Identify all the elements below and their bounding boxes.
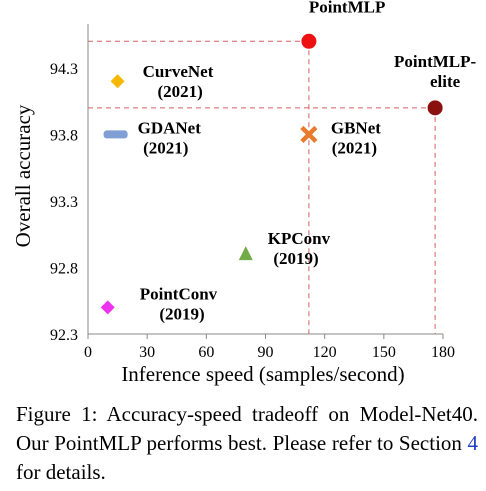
- curvenet-label: CurveNet: [143, 62, 214, 81]
- kpconv-label: KPConv: [268, 229, 331, 248]
- pointmlp-label: PointMLP-: [394, 52, 476, 71]
- gdanet-label: GDANet: [138, 118, 202, 137]
- gdanet-marker: [103, 130, 128, 139]
- x-tick-label: 150: [372, 344, 396, 361]
- x-tick-label: 30: [139, 344, 155, 361]
- y-tick-label: 92.3: [50, 327, 78, 344]
- caption-section-link[interactable]: 4: [467, 431, 479, 455]
- pointconv-year-label: (2019): [159, 304, 204, 323]
- kpconv-marker: [238, 246, 253, 261]
- gbnet-year-label: (2021): [332, 138, 377, 157]
- pointconv-marker: [100, 300, 115, 315]
- y-tick-label: 93.8: [50, 127, 78, 144]
- y-tick-label: 92.8: [50, 260, 78, 277]
- figure-caption: Figure 1: Accuracy-speed tradeoff on Mod…: [16, 400, 478, 487]
- axes: [87, 24, 444, 339]
- pointmlp-marker: [301, 33, 317, 49]
- x-tick-label: 0: [84, 344, 92, 361]
- x-tick-label: 120: [313, 344, 337, 361]
- point-labels: PointMLPPointMLP-eliteCurveNet(2021)GDAN…: [138, 0, 477, 323]
- x-tick-label: 90: [258, 344, 274, 361]
- x-tick-label: 60: [198, 344, 214, 361]
- pointmlp-label-line2: elite: [430, 72, 461, 91]
- tick-labels: 0 30 60 90 120 150 180 92.3 92.8 93.3 93.8 94.3: [50, 61, 455, 361]
- kpconv-year-label: (2019): [273, 249, 318, 268]
- curvenet-year-label: (2021): [158, 82, 203, 101]
- guide-lines: [88, 40, 436, 334]
- y-tick-label: 94.3: [50, 61, 78, 78]
- pointconv-label: PointConv: [140, 284, 218, 303]
- y-tick-label: 93.3: [50, 194, 78, 211]
- caption-text-after: for details.: [16, 460, 106, 484]
- pointmlp-marker: [427, 100, 443, 116]
- x-axis-label: Inference speed (samples/second): [121, 362, 404, 386]
- y-axis-label: Overall accuracy: [11, 104, 35, 247]
- gbnet-label: GBNet: [331, 118, 381, 137]
- data-points: [100, 33, 443, 315]
- pointmlp-label: PointMLP: [309, 0, 386, 16]
- x-tick-label: 180: [431, 344, 455, 361]
- scatter-chart: 0 30 60 90 120 150 180 92.3 92.8 93.3 93.8 94.3 Poi…: [11, 0, 477, 386]
- gdanet-year-label: (2021): [143, 138, 188, 157]
- caption-text-before: Figure 1: Accuracy-speed tradeoff on Mod…: [16, 402, 478, 455]
- gbnet-marker: [300, 125, 318, 144]
- curvenet-marker: [110, 74, 125, 89]
